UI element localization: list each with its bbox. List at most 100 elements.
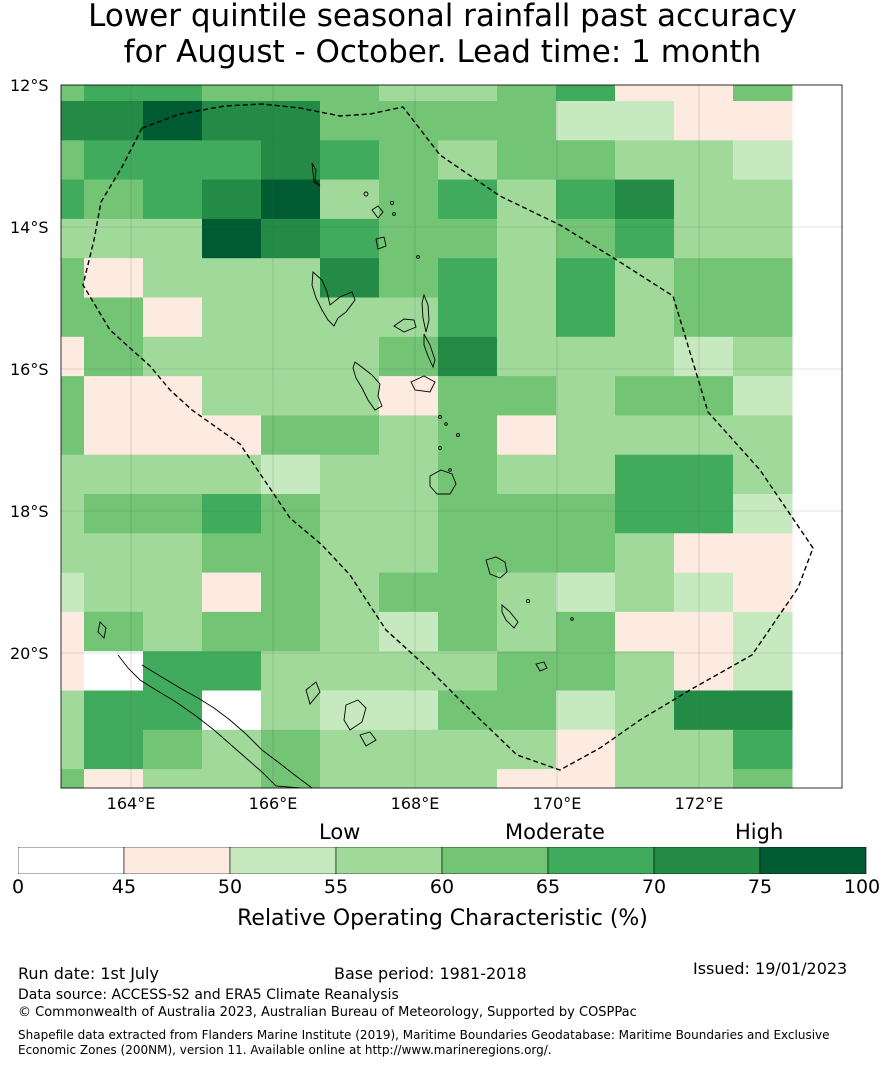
grid-cell: [438, 258, 498, 298]
grid-cell: [202, 258, 262, 298]
grid-cell: [84, 336, 144, 377]
grid-cell: [497, 572, 557, 613]
grid-cell: [733, 651, 793, 691]
grid-cell: [261, 533, 321, 574]
colorbar-tick-55: 55: [323, 876, 349, 898]
chart-title-line-2: for August - October. Lead time: 1 month: [123, 34, 762, 70]
grid-cell: [733, 297, 793, 338]
pentecost-island: [423, 333, 436, 369]
colorbar: [18, 847, 867, 874]
grid-cell: [261, 729, 321, 770]
grid-cell: [497, 179, 557, 220]
grid-cell: [615, 690, 675, 731]
grid-cell: [615, 611, 675, 652]
run-date: Run date: 1st July: [18, 964, 159, 983]
grid-cell: [320, 179, 380, 220]
grid-cell: [61, 376, 85, 416]
loyalty-lifou-island: [343, 699, 367, 731]
grid-cell: [143, 415, 203, 456]
grid-cell: [497, 690, 557, 731]
data-source: Data source: ACCESS-S2 and ERA5 Climate …: [18, 987, 399, 1003]
grid-cell: [379, 729, 439, 770]
loyalty-mare-island: [359, 731, 377, 747]
grid-cell: [320, 101, 380, 141]
grid-cell: [320, 454, 380, 495]
grid-cell: [379, 218, 439, 259]
grid-cell: [202, 533, 262, 574]
grid-cell: [674, 336, 734, 377]
grid-cell: [202, 415, 262, 456]
grid-cell: [674, 258, 734, 298]
grid-cell: [674, 769, 734, 789]
grid-cell: [143, 218, 203, 259]
grid-cell: [674, 690, 734, 731]
torres-island: [311, 162, 321, 187]
grid-cell: [143, 179, 203, 220]
grid-cell: [497, 611, 557, 652]
grid-cell: [261, 651, 321, 691]
grid-cell: [674, 572, 734, 613]
grid-cell: [379, 651, 439, 691]
grid-cell: [379, 690, 439, 731]
shapefile-credit-line-2: Economic Zones (200NM), version 11. Avai…: [18, 1043, 552, 1057]
grid-cell: [733, 769, 793, 789]
colorbar-segment-75-100: [759, 847, 867, 874]
grid-cell: [556, 376, 616, 416]
grid-cell: [674, 85, 734, 102]
grid-cell: [733, 218, 793, 259]
grid-cell: [320, 140, 380, 181]
grid-cell: [497, 769, 557, 789]
grid-cell: [379, 533, 439, 574]
grid-cell: [615, 769, 675, 789]
grid-cell: [379, 494, 439, 534]
grid-cell: [615, 297, 675, 338]
grid-cell: [84, 769, 144, 789]
grid-cell: [556, 297, 616, 338]
grid-cell: [143, 651, 203, 691]
map-frame: [60, 84, 843, 789]
grid-cell: [615, 415, 675, 456]
grid-cell: [615, 572, 675, 613]
grid-cell: [61, 454, 85, 495]
grid-cell: [556, 611, 616, 652]
grid-cell: [674, 611, 734, 652]
grid-cell: [143, 258, 203, 298]
grid-cell: [202, 218, 262, 259]
grid-cell: [438, 218, 498, 259]
grid-cell: [615, 179, 675, 220]
grid-cell: [202, 336, 262, 377]
grid-cell: [438, 533, 498, 574]
category-high-label: High: [735, 820, 784, 844]
grid-cell: [615, 729, 675, 770]
grid-cell: [379, 454, 439, 495]
grid-cell: [438, 415, 498, 456]
ambae-island: [393, 318, 417, 333]
grid-cell: [438, 85, 498, 102]
grid-cell: [556, 179, 616, 220]
grid-cell: [674, 179, 734, 220]
grid-cell: [733, 494, 793, 534]
grid-cell: [202, 769, 262, 789]
lon-label-168e: 168°E: [390, 794, 440, 813]
grid-cell: [733, 85, 793, 102]
grid-cell: [202, 611, 262, 652]
grid-cell: [438, 690, 498, 731]
colorbar-segment-60-65: [441, 847, 549, 874]
lat-label-18s: 18°S: [10, 502, 49, 521]
grid-cell: [438, 494, 498, 534]
grid-cell: [84, 140, 144, 181]
grid-cell: [61, 651, 85, 691]
grid-cell: [84, 297, 144, 338]
grid-cell: [615, 85, 675, 102]
grid-cell: [379, 336, 439, 377]
grid-cell: [202, 572, 262, 613]
grid-cell: [438, 769, 498, 789]
malekula-island: [352, 361, 383, 411]
grid-cell: [497, 297, 557, 338]
grid-cell: [84, 611, 144, 652]
grid-cell: [497, 533, 557, 574]
grid-cell: [733, 572, 793, 613]
colorbar-segment-45-50: [123, 847, 231, 874]
grid-cell: [379, 258, 439, 298]
lon-label-172e: 172°E: [674, 794, 724, 813]
